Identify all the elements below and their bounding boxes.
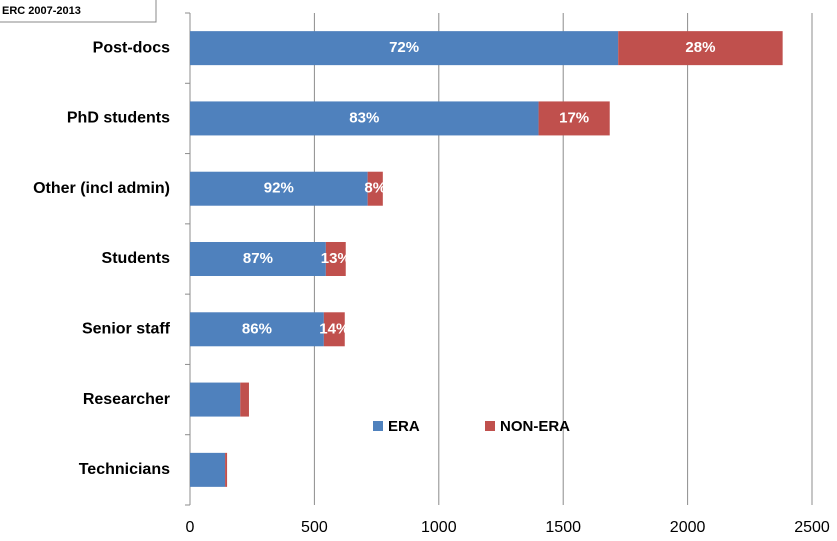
data-label: 86% — [242, 320, 272, 337]
bar-segment — [240, 382, 249, 417]
data-label: 17% — [559, 109, 589, 126]
title-box — [0, 0, 157, 23]
x-tick-label: 1000 — [421, 519, 457, 536]
bar-segment — [190, 101, 539, 136]
y-tick-label: PhD students — [67, 110, 170, 127]
legend-swatch — [373, 421, 383, 431]
bar-segment — [190, 242, 326, 276]
y-tick-label: Students — [102, 250, 171, 267]
chart-title: ERC 2007-2013 — [2, 5, 81, 17]
bar-segment — [538, 101, 610, 136]
y-tick-label: Post-docs — [93, 39, 170, 56]
data-label: 83% — [349, 109, 379, 126]
legend-label: NON-ERA — [500, 418, 570, 435]
bar-segment — [190, 171, 368, 206]
bar-segment — [190, 452, 226, 487]
data-label: 28% — [685, 39, 715, 56]
y-tick-label: Other (incl admin) — [33, 180, 170, 197]
x-tick-label: 0 — [186, 519, 195, 536]
data-label: 87% — [243, 250, 273, 267]
x-tick-label: 1500 — [545, 519, 581, 536]
bar-segment — [190, 382, 241, 417]
bar-segment — [323, 312, 345, 347]
x-tick-label: 2000 — [670, 519, 706, 536]
data-label: 72% — [389, 39, 419, 56]
data-label: 14% — [319, 320, 349, 337]
legend-swatch — [485, 421, 495, 431]
y-tick-label: Researcher — [83, 391, 170, 408]
bar-segment — [325, 242, 346, 276]
y-tick-label: Technicians — [79, 461, 170, 478]
data-label: 13% — [321, 250, 351, 267]
x-tick-label: 2500 — [794, 519, 830, 536]
bar-segment — [190, 312, 324, 347]
bar-segment — [618, 31, 783, 66]
bar-segment — [225, 452, 228, 487]
legend-label: ERA — [388, 418, 420, 435]
bar-segment — [367, 171, 383, 206]
x-tick-label: 500 — [301, 519, 328, 536]
data-label: 8% — [364, 180, 386, 197]
bar-segment — [190, 31, 619, 66]
data-label: 92% — [264, 180, 294, 197]
y-tick-label: Senior staff — [82, 321, 171, 338]
